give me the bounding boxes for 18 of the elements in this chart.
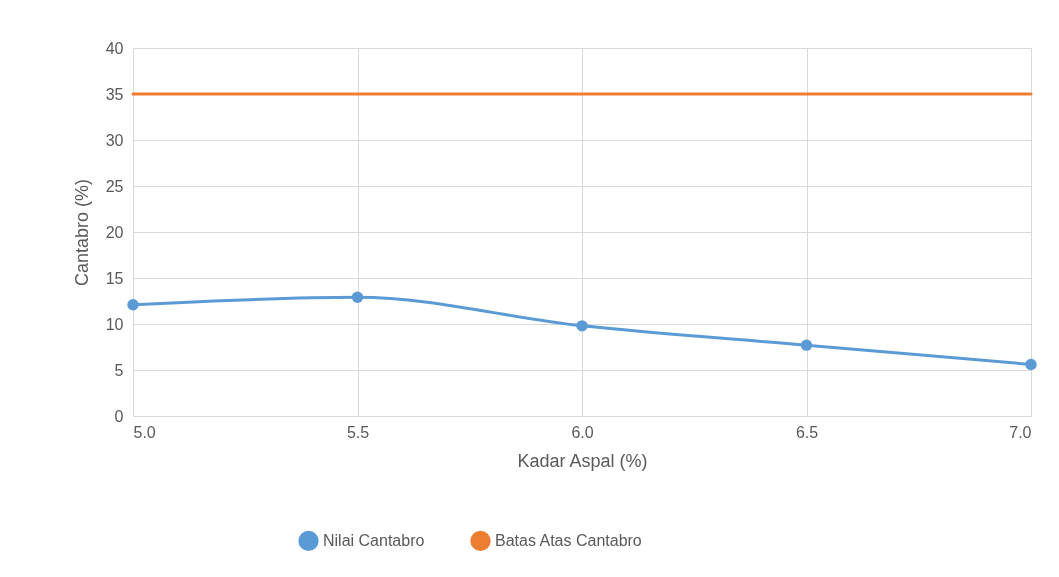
x-axis-title: Kadar Aspal (%) (517, 450, 648, 471)
x-tick-label: 5.5 (346, 423, 370, 441)
legend-label: Batas Atas Cantabro (495, 531, 642, 549)
x-tick-label: 6.0 (571, 423, 594, 441)
x-tick-label: 6.5 (795, 423, 819, 441)
y-tick-label: 20 (105, 223, 124, 241)
y-tick-label: 5 (114, 361, 124, 379)
y-tick-label: 35 (105, 85, 124, 103)
x-tick-label: 5.0 (133, 423, 156, 441)
legend-label: Nilai Cantabro (323, 531, 425, 549)
x-tick-label: 7.0 (1009, 423, 1032, 441)
y-tick-label: 30 (105, 131, 124, 149)
y-tick-label: 40 (105, 39, 124, 57)
y-tick-label: 15 (105, 269, 124, 287)
y-axis-title: Cantabro (%) (71, 178, 92, 287)
y-tick-label: 25 (105, 177, 124, 195)
y-tick-label: 10 (105, 315, 124, 333)
y-tick-label: 0 (114, 407, 124, 425)
